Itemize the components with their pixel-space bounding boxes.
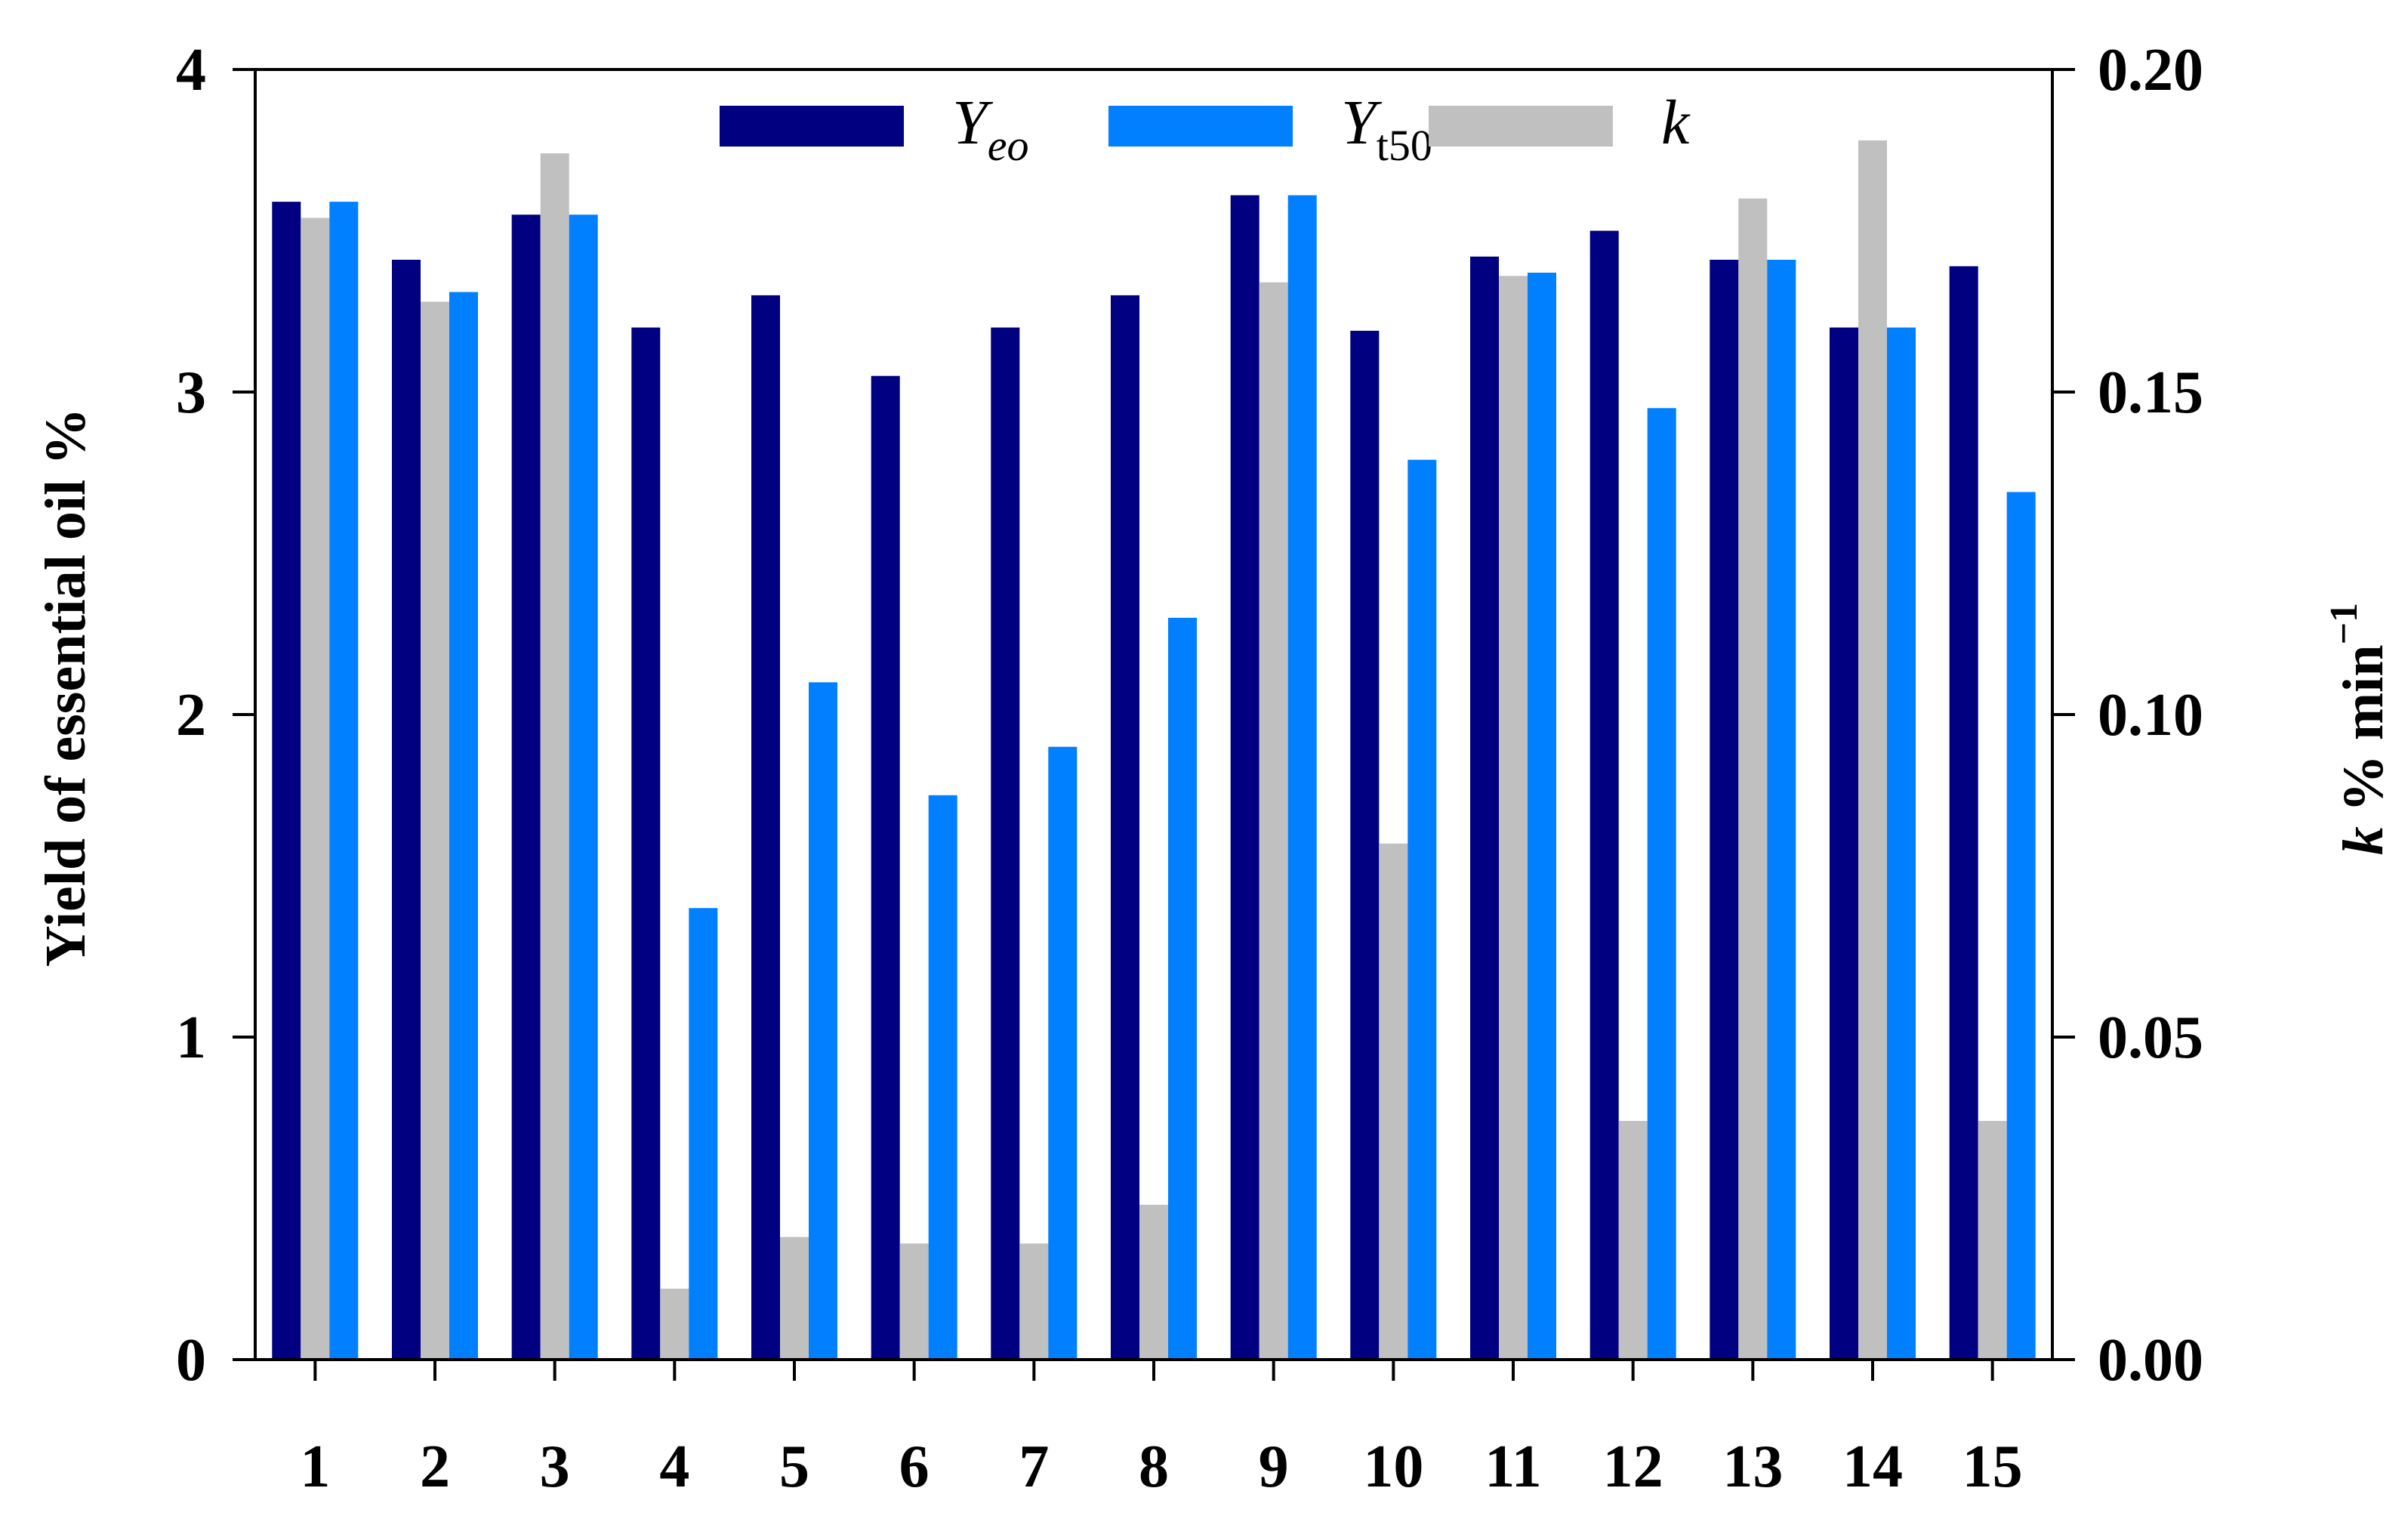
bar-k-13 (1738, 198, 1768, 1360)
bar-k-9 (1259, 282, 1288, 1360)
bar-k-14 (1858, 140, 1887, 1360)
bar-y-t50-14 (1887, 327, 1916, 1360)
x-tick-label: 6 (899, 1434, 930, 1500)
left-tick-labels: 0 1 2 3 4 (176, 37, 206, 1394)
x-tick-label: 11 (1485, 1434, 1542, 1500)
bar-y-t50-4 (689, 908, 718, 1360)
bar-k-12 (1618, 1121, 1648, 1360)
bar-y-eo-9 (1230, 195, 1259, 1360)
right-tick-label: 0.10 (2098, 682, 2203, 749)
bar-y-eo-3 (511, 215, 541, 1360)
bar-y-t50-1 (329, 202, 359, 1360)
x-tick-labels: 1 2 3 4 5 6 7 8 9 10 11 12 13 14 15 (300, 1434, 2022, 1500)
left-axis-title: Yield of essential oil % (34, 408, 97, 967)
bar-k-5 (780, 1236, 809, 1360)
bar-y-t50-15 (2006, 492, 2036, 1360)
x-tick-label: 8 (1139, 1434, 1169, 1500)
axes-group (233, 68, 2075, 1381)
bar-k-11 (1499, 276, 1528, 1360)
bar-y-eo-11 (1470, 256, 1499, 1360)
bar-k-2 (421, 301, 449, 1360)
x-tick-label: 7 (1019, 1434, 1049, 1500)
bar-y-eo-4 (631, 327, 661, 1360)
bar-y-t50-8 (1168, 617, 1197, 1360)
right-axis-title-exponent: −1 (2323, 603, 2366, 645)
left-tick-label: 2 (176, 682, 206, 749)
x-tick-label: 1 (300, 1434, 330, 1500)
bar-k-8 (1139, 1205, 1168, 1360)
legend-label-main: Y (952, 88, 994, 158)
left-tick-label: 4 (176, 37, 206, 103)
bar-k-1 (301, 218, 330, 1360)
legend-label-y-t50: Yt50 (1341, 88, 1432, 170)
right-axis-title-variable: k (2332, 826, 2395, 855)
bar-k-7 (1019, 1243, 1049, 1360)
right-axis-title-unit: % min (2332, 644, 2395, 826)
bar-k-6 (899, 1243, 929, 1360)
x-tick-label: 2 (420, 1434, 450, 1500)
bar-y-eo-7 (991, 327, 1020, 1360)
legend-swatch-k (1429, 106, 1613, 147)
bar-y-t50-7 (1048, 746, 1078, 1360)
x-tick-label: 12 (1603, 1434, 1663, 1500)
right-tick-label: 0.15 (2098, 360, 2203, 426)
legend-label-subscript: t50 (1377, 121, 1432, 170)
legend-label-main: Y (1341, 88, 1383, 158)
right-axis-title: k % min−1 (2323, 603, 2395, 855)
right-tick-label: 0.20 (2098, 37, 2203, 103)
right-tick-labels: 0.00 0.05 0.10 0.15 0.20 (2098, 37, 2203, 1394)
bar-y-eo-8 (1111, 295, 1139, 1360)
right-tick-label: 0.05 (2098, 1005, 2203, 1071)
bar-y-t50-12 (1647, 408, 1676, 1360)
bar-y-eo-13 (1710, 259, 1739, 1360)
bar-y-eo-1 (272, 202, 301, 1360)
x-tick-label: 13 (1722, 1434, 1783, 1500)
bar-y-t50-9 (1287, 195, 1317, 1360)
bar-y-t50-2 (449, 292, 478, 1360)
bar-y-eo-10 (1350, 330, 1380, 1360)
bar-k-4 (660, 1289, 689, 1360)
bar-y-eo-5 (751, 295, 780, 1360)
legend-label-y-eo: Yeo (952, 88, 1028, 170)
bar-y-t50-6 (928, 795, 957, 1360)
x-tick-label: 15 (1962, 1434, 2023, 1500)
bar-k-15 (1978, 1121, 2007, 1360)
x-tick-label: 9 (1259, 1434, 1289, 1500)
x-tick-label: 5 (779, 1434, 809, 1500)
bar-y-eo-2 (392, 259, 421, 1360)
bar-y-t50-10 (1407, 459, 1437, 1360)
x-tick-label: 4 (659, 1434, 689, 1500)
legend-label-k: k (1661, 88, 1691, 158)
x-tick-label: 3 (540, 1434, 570, 1500)
bar-y-eo-14 (1830, 327, 1858, 1360)
legend-label-main: k (1661, 88, 1691, 158)
legend-swatch-y-t50 (1108, 106, 1293, 147)
bar-k-3 (540, 153, 569, 1360)
bar-y-eo-12 (1589, 230, 1619, 1360)
bar-y-eo-15 (1949, 266, 1978, 1360)
legend-swatch-y-eo (720, 106, 904, 147)
bars-group (272, 140, 2036, 1360)
left-tick-label: 3 (176, 360, 206, 426)
left-tick-label: 1 (176, 1005, 206, 1071)
bar-y-t50-5 (809, 682, 837, 1360)
legend: Yeo Yt50 k (720, 88, 1691, 170)
x-tick-label: 14 (1842, 1434, 1903, 1500)
left-tick-label: 0 (176, 1327, 206, 1394)
bar-y-t50-13 (1767, 259, 1796, 1360)
bar-y-t50-3 (569, 215, 598, 1360)
bar-y-eo-6 (871, 375, 900, 1360)
legend-label-subscript: eo (988, 121, 1029, 170)
bar-y-t50-11 (1528, 273, 1556, 1360)
bar-k-10 (1379, 843, 1408, 1360)
right-tick-label: 0.00 (2098, 1327, 2203, 1394)
x-tick-label: 10 (1363, 1434, 1423, 1500)
